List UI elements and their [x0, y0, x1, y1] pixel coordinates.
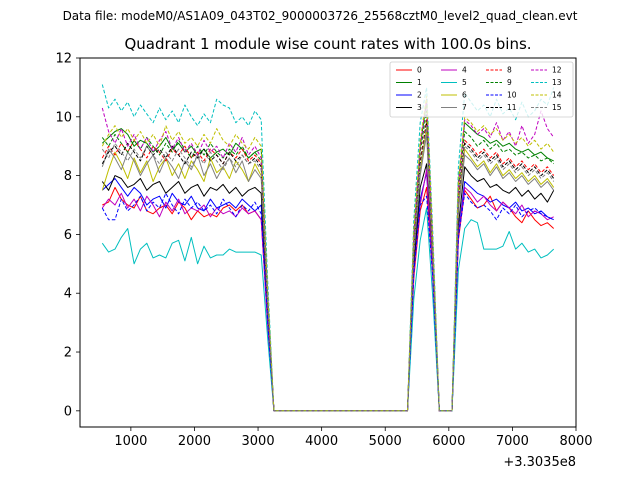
y-tick-label: 4 [64, 287, 72, 302]
series-line-0 [102, 186, 555, 412]
x-tick-label: 3000 [242, 434, 275, 449]
x-tick-label: 7000 [496, 434, 529, 449]
chart-subtitle: Data file: modeM0/AS1A09_043T02_90000037… [63, 9, 578, 23]
x-axis: 1000 2000 3000 4000 5000 6000 7000 8000 [114, 427, 593, 449]
series-line-1 [101, 101, 554, 412]
x-tick-label: 2000 [178, 434, 211, 449]
legend-label-2: 2 [417, 91, 422, 100]
plot-frame [79, 57, 577, 428]
legend-label-5: 5 [462, 78, 467, 87]
y-tick-label: 0 [64, 404, 72, 419]
legend-label-0: 0 [417, 66, 422, 75]
x-tick-label: 1000 [114, 434, 147, 449]
chart-title: Quadrant 1 module wise count rates with … [124, 35, 531, 53]
y-tick-label: 2 [64, 346, 72, 361]
legend-label-10: 10 [507, 91, 517, 100]
series-line-11 [101, 122, 555, 412]
legend-label-4: 4 [462, 66, 467, 75]
series-line-7 [101, 133, 555, 412]
legend-label-8: 8 [507, 66, 512, 75]
legend-label-9: 9 [507, 78, 512, 87]
x-tick-label: 8000 [559, 434, 592, 449]
x-tick-label: 5000 [369, 434, 402, 449]
legend-label-7: 7 [462, 103, 467, 112]
series-line-6 [101, 128, 555, 412]
x-tick-label: 4000 [305, 434, 338, 449]
x-tick-label: 6000 [432, 434, 465, 449]
legend-label-15: 15 [552, 103, 562, 112]
y-axis: 0 2 4 6 8 10 12 [55, 52, 80, 419]
series-line-4 [101, 169, 554, 412]
legend-label-13: 13 [552, 78, 562, 87]
legend-label-1: 1 [417, 78, 422, 87]
legend-label-11: 11 [507, 103, 517, 112]
legend-box [389, 61, 574, 118]
legend-label-12: 12 [552, 66, 562, 75]
legend-label-14: 14 [552, 91, 562, 100]
legend-label-3: 3 [417, 103, 422, 112]
series-line-10 [101, 192, 554, 412]
legend-label-6: 6 [462, 91, 467, 100]
series-line-5 [101, 207, 555, 412]
x-offset-label: +3.3035e8 [503, 455, 576, 470]
y-tick-label: 12 [55, 52, 72, 67]
series-layer [101, 84, 555, 412]
y-tick-label: 10 [55, 110, 72, 125]
y-tick-label: 6 [64, 228, 72, 243]
series-line-15 [101, 125, 555, 412]
y-tick-label: 8 [64, 169, 72, 184]
